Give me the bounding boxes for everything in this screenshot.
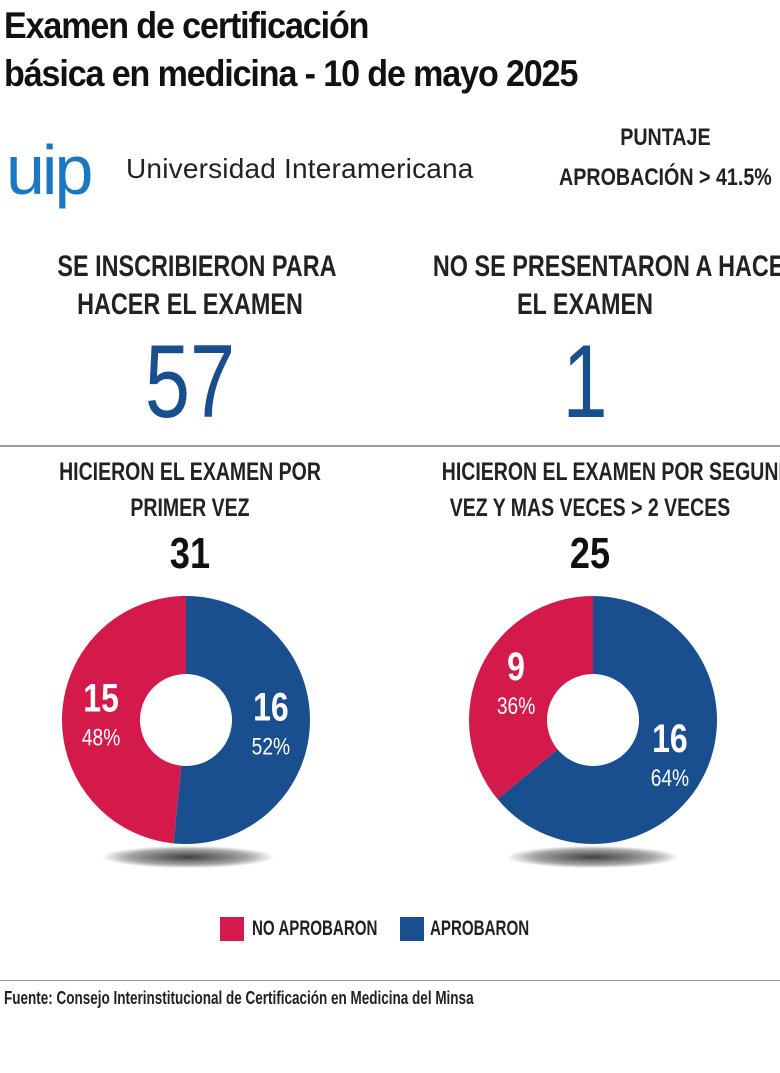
chart-1-header: HICIERON EL EXAMEN POR PRIMER VEZ 31 — [20, 454, 360, 576]
chart-1-shadow — [103, 846, 273, 868]
slice-percent-label: 36% — [497, 692, 535, 720]
chart-2-shadow — [508, 846, 678, 868]
chart-1-donut: 16 52% 15 48% — [62, 596, 311, 844]
passing-threshold: PUNTAJE APROBACIÓN > 41.5% — [559, 118, 772, 198]
logo-name: Universidad Interamericana — [126, 153, 474, 184]
slice-no-aprobaron — [62, 596, 187, 844]
divider-bottom — [0, 980, 780, 981]
chart-2-header: HICIERON EL EXAMEN POR SEGUNDA VEZ Y MAS… — [400, 454, 780, 576]
legend-label-aprobaron: APROBARON — [430, 917, 530, 940]
stat-absent-label-1: NO SE PRESENTARON A HACER — [432, 250, 780, 283]
chart-1-title-1: HICIERON EL EXAMEN POR — [59, 458, 321, 486]
slice-aprobaron — [173, 596, 311, 844]
stat-absent: NO SE PRESENTARON A HACER EL EXAMEN 1 — [390, 248, 780, 434]
chart-2-title-1: HICIERON EL EXAMEN POR SEGUNDA — [441, 458, 780, 486]
slice-value-label: 16 — [253, 684, 289, 729]
page-title: Examen de certificación básica en medici… — [4, 2, 712, 98]
stat-enrolled-label-1: SE INSCRIBIERON PARA — [57, 250, 337, 283]
slice-value-label: 9 — [507, 643, 525, 688]
stat-enrolled-value: 57 — [144, 324, 236, 440]
chart-1-title-2: PRIMER VEZ — [130, 494, 250, 522]
stat-absent-label-2: EL EXAMEN — [516, 288, 654, 321]
legend-swatch-aprobaron — [400, 917, 424, 941]
slice-value-label: 15 — [83, 675, 119, 720]
stat-enrolled: SE INSCRIBIERON PARA HACER EL EXAMEN 57 — [20, 248, 360, 434]
title-line-1: Examen de certificación — [4, 5, 369, 46]
legend-swatch-no-aprobaron — [220, 917, 244, 941]
slice-percent-label: 52% — [252, 732, 290, 760]
logo-mark: uip — [6, 131, 93, 209]
chart-2-donut: 16 64% 9 36% — [469, 596, 717, 844]
stat-absent-value: 1 — [562, 324, 608, 440]
divider-top — [0, 445, 780, 447]
chart-1-total: 31 — [169, 529, 211, 578]
chart-2-total: 25 — [569, 529, 611, 578]
threshold-line-2: APROBACIÓN > 41.5% — [559, 164, 772, 191]
stat-enrolled-label-2: HACER EL EXAMEN — [77, 288, 303, 321]
chart-2-title-2: VEZ Y MAS VECES > 2 VECES — [449, 494, 731, 522]
slice-no-aprobaron — [469, 596, 593, 800]
threshold-line-1: PUNTAJE — [620, 124, 711, 151]
slice-percent-label: 64% — [651, 764, 689, 792]
slice-value-label: 16 — [652, 716, 688, 761]
slice-aprobaron — [497, 596, 717, 844]
legend-label-no-aprobaron: NO APROBARON — [252, 917, 378, 940]
slice-percent-label: 48% — [82, 724, 120, 752]
title-line-2: básica en medicina - 10 de mayo 2025 — [4, 53, 578, 94]
source-note: Fuente: Consejo Interinstitucional de Ce… — [4, 988, 474, 1008]
